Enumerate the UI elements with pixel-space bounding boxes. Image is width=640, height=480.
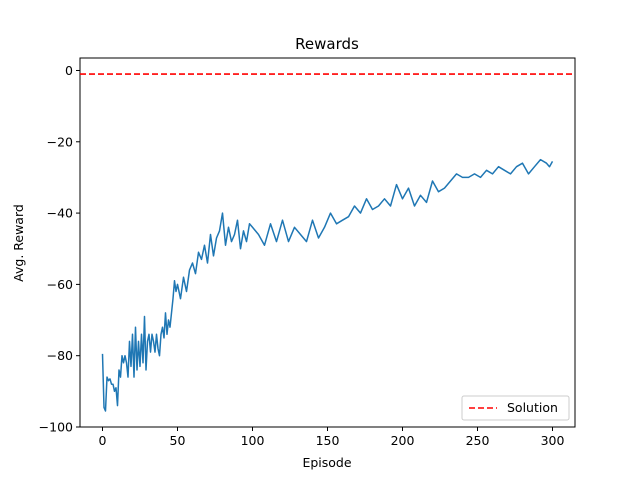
x-tick-label: 250 [466, 433, 490, 448]
x-axis: 0 50 100 150 200 250 300 [99, 427, 565, 448]
x-tick-label: 200 [391, 433, 415, 448]
x-tick-label: 100 [241, 433, 265, 448]
y-tick-label: −60 [47, 277, 73, 292]
legend-box [461, 395, 570, 421]
y-axis-label: Avg. Reward [11, 204, 26, 282]
reward-series [101, 158, 554, 412]
x-tick-label: 50 [170, 433, 186, 448]
x-axis-label: Episode [302, 455, 351, 470]
axes-frame [79, 57, 576, 428]
y-axis: −100 −80 −60 −40 −20 0 [39, 63, 80, 435]
y-tick-label: −80 [47, 348, 73, 363]
y-tick-label: −40 [47, 206, 73, 221]
reward-line [101, 158, 554, 412]
y-tick-label: −20 [47, 134, 73, 149]
legend: Solution [461, 395, 570, 421]
y-tick-label: 0 [65, 63, 73, 78]
y-tick-label: −100 [39, 420, 73, 435]
legend-solution-label: Solution [507, 400, 558, 415]
plot-area [79, 57, 576, 428]
x-tick-label: 300 [541, 433, 565, 448]
x-tick-label: 0 [99, 433, 107, 448]
x-tick-label: 150 [316, 433, 340, 448]
chart-title: Rewards [295, 35, 359, 53]
